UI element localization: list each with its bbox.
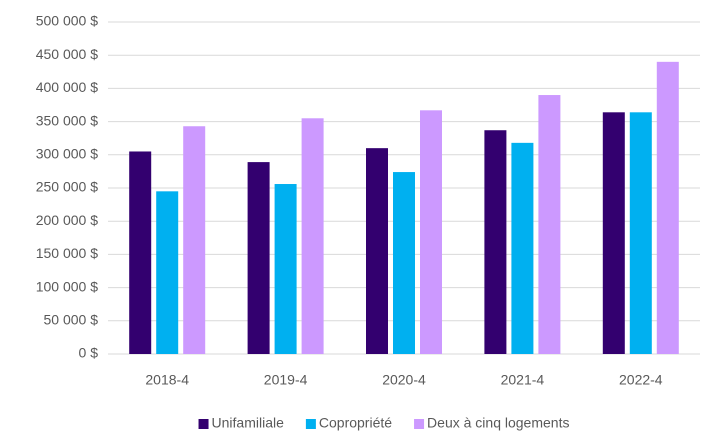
bar: [656, 61, 679, 355]
bar: [511, 142, 534, 354]
legend-swatch: [198, 419, 209, 429]
legend-swatch: [305, 419, 316, 429]
bar: [629, 112, 652, 354]
x-tick-label: 2019-4: [264, 372, 308, 388]
bar: [602, 112, 625, 354]
bar: [420, 110, 442, 354]
y-tick-label: 50 000 $: [44, 312, 99, 328]
y-tick-label: 350 000 $: [36, 112, 98, 128]
y-tick-label: 100 000 $: [36, 278, 98, 294]
bar: [393, 172, 415, 354]
x-tick-label: 2021-4: [501, 372, 545, 388]
bar: [301, 118, 324, 354]
y-tick-label: 200 000 $: [36, 212, 98, 228]
y-tick-label: 300 000 $: [36, 146, 98, 162]
legend-label: Deux à cinq logements: [427, 415, 569, 431]
y-tick-label: 250 000 $: [36, 179, 98, 195]
bar: [274, 184, 297, 354]
bar: [538, 95, 561, 354]
legend-swatch: [414, 419, 425, 429]
bar: [156, 191, 179, 354]
y-tick-label: 150 000 $: [36, 245, 98, 261]
legend-label: Unifamiliale: [212, 415, 285, 431]
y-tick-label: 400 000 $: [36, 79, 98, 95]
bar: [129, 151, 152, 354]
y-tick-label: 500 000 $: [36, 13, 98, 29]
bar: [247, 162, 270, 354]
legend-label: Copropriété: [319, 415, 392, 431]
x-tick-label: 2022-4: [619, 372, 663, 388]
y-tick-label: 450 000 $: [36, 46, 98, 62]
bar: [183, 126, 206, 354]
x-tick-label: 2018-4: [145, 372, 189, 388]
bar: [366, 148, 388, 354]
x-tick-label: 2020-4: [382, 372, 426, 388]
bar: [484, 130, 507, 354]
y-tick-label: 0 $: [79, 345, 99, 361]
